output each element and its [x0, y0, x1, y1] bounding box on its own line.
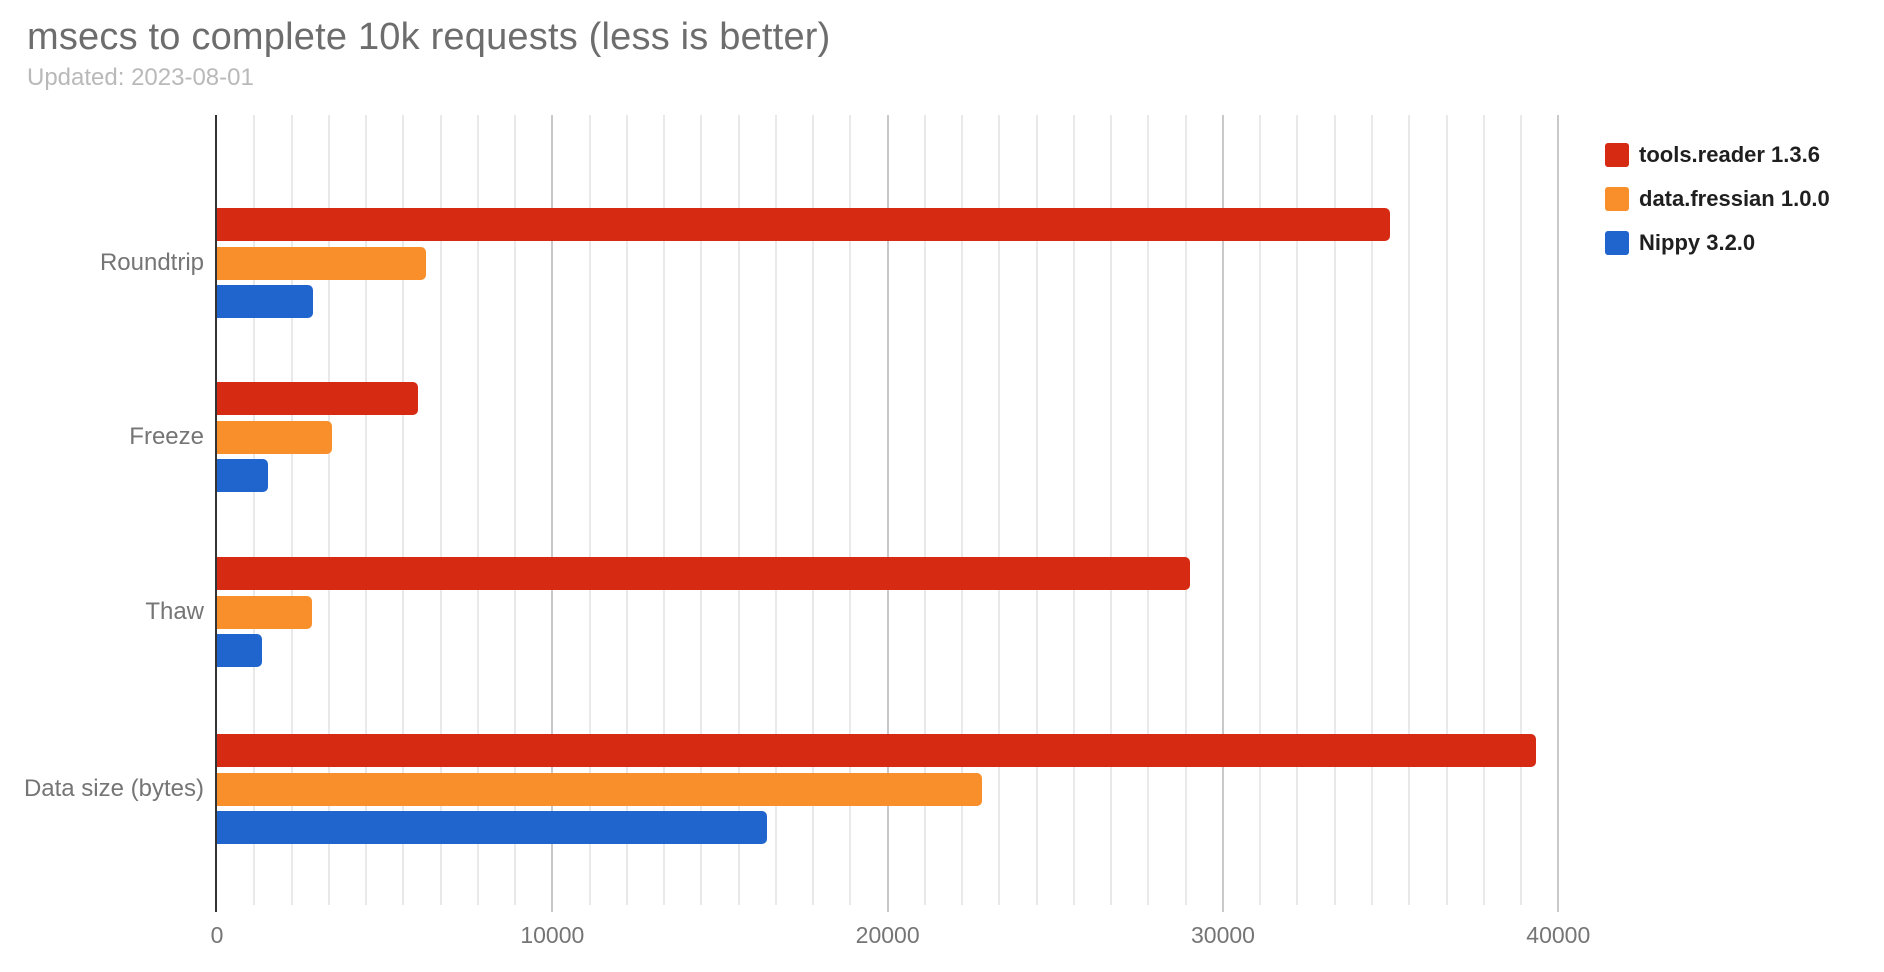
- legend-swatch-icon: [1605, 143, 1629, 167]
- bar-tools.reader-thaw[interactable]: [217, 557, 1191, 590]
- major-gridline: [1221, 115, 1224, 905]
- category-label: Roundtrip: [99, 249, 204, 276]
- minor-gridline: [253, 115, 256, 905]
- minor-gridline: [439, 115, 442, 905]
- bar-tools.reader-freeze[interactable]: [217, 382, 418, 415]
- minor-gridline: [1035, 115, 1038, 905]
- chart-title: msecs to complete 10k requests (less is …: [27, 16, 831, 58]
- minor-gridline: [1259, 115, 1262, 905]
- x-axis-tick: [551, 905, 554, 912]
- legend-item: Nippy 3.2.0: [1605, 230, 1756, 255]
- minor-gridline: [1072, 115, 1075, 905]
- legend-item: tools.reader 1.3.6: [1605, 142, 1820, 167]
- bar-tools.reader-roundtrip[interactable]: [217, 208, 1390, 241]
- minor-gridline: [290, 115, 293, 905]
- bar-nippy-data-size-bytes-[interactable]: [217, 811, 768, 844]
- minor-gridline: [998, 115, 1001, 905]
- legend-item: data.fressian 1.0.0: [1605, 186, 1830, 211]
- major-gridline: [886, 115, 889, 905]
- minor-gridline: [923, 115, 926, 905]
- x-axis-tick-label: 10000: [520, 922, 585, 948]
- minor-gridline: [514, 115, 517, 905]
- minor-gridline: [476, 115, 479, 905]
- legend-label: data.fressian 1.0.0: [1639, 186, 1830, 211]
- x-axis-tick: [886, 905, 889, 912]
- minor-gridline: [961, 115, 964, 905]
- minor-gridline: [1482, 115, 1485, 905]
- minor-gridline: [849, 115, 852, 905]
- minor-gridline: [700, 115, 703, 905]
- minor-gridline: [1520, 115, 1523, 905]
- minor-gridline: [1110, 115, 1113, 905]
- minor-gridline: [402, 115, 405, 905]
- x-axis-tick-label: 0: [210, 922, 224, 948]
- x-axis-tick: [1221, 905, 1224, 912]
- chart-subtitle: Updated: 2023-08-01: [27, 64, 254, 91]
- minor-gridline: [663, 115, 666, 905]
- bar-data.fressian-roundtrip[interactable]: [217, 246, 426, 280]
- minor-gridline: [588, 115, 591, 905]
- x-axis-tick-label: 20000: [855, 922, 920, 948]
- bar-data.fressian-thaw[interactable]: [217, 595, 313, 629]
- x-axis-tick-label: 30000: [1190, 922, 1255, 948]
- minor-gridline: [737, 115, 740, 905]
- bar-tools.reader-data-size-bytes-[interactable]: [217, 734, 1537, 767]
- minor-gridline: [365, 115, 368, 905]
- x-axis-tick-label: 40000: [1526, 922, 1591, 948]
- category-label: Data size (bytes): [23, 775, 204, 802]
- minor-gridline: [1371, 115, 1373, 905]
- x-axis-tick: [1557, 905, 1560, 912]
- y-axis-baseline: [215, 115, 217, 912]
- major-gridline: [551, 115, 554, 905]
- category-label: Thaw: [145, 598, 204, 625]
- minor-gridline: [1147, 115, 1150, 905]
- minor-gridline: [812, 115, 815, 905]
- minor-gridline: [774, 115, 777, 905]
- legend-swatch-icon: [1605, 231, 1629, 255]
- bar-nippy-thaw[interactable]: [217, 634, 262, 667]
- legend-label: tools.reader 1.3.6: [1639, 142, 1820, 167]
- bar-data.fressian-freeze[interactable]: [217, 420, 333, 454]
- major-gridline: [1557, 115, 1560, 905]
- bar-data.fressian-data-size-bytes-[interactable]: [217, 772, 982, 806]
- minor-gridline: [625, 115, 628, 905]
- legend-label: Nippy 3.2.0: [1639, 230, 1756, 255]
- minor-gridline: [1184, 115, 1187, 905]
- minor-gridline: [1445, 115, 1448, 905]
- bar-nippy-roundtrip[interactable]: [217, 285, 313, 318]
- minor-gridline: [327, 115, 330, 905]
- minor-gridline: [1408, 115, 1411, 905]
- legend-swatch-icon: [1605, 187, 1629, 211]
- category-label: Freeze: [129, 423, 204, 450]
- plot-area: 0 10000 20000 30000 40000 Roundtrip Freeze Thaw…: [24, 115, 1590, 948]
- minor-gridline: [1333, 115, 1336, 905]
- bar-nippy-freeze[interactable]: [217, 459, 268, 492]
- minor-gridline: [1296, 115, 1299, 905]
